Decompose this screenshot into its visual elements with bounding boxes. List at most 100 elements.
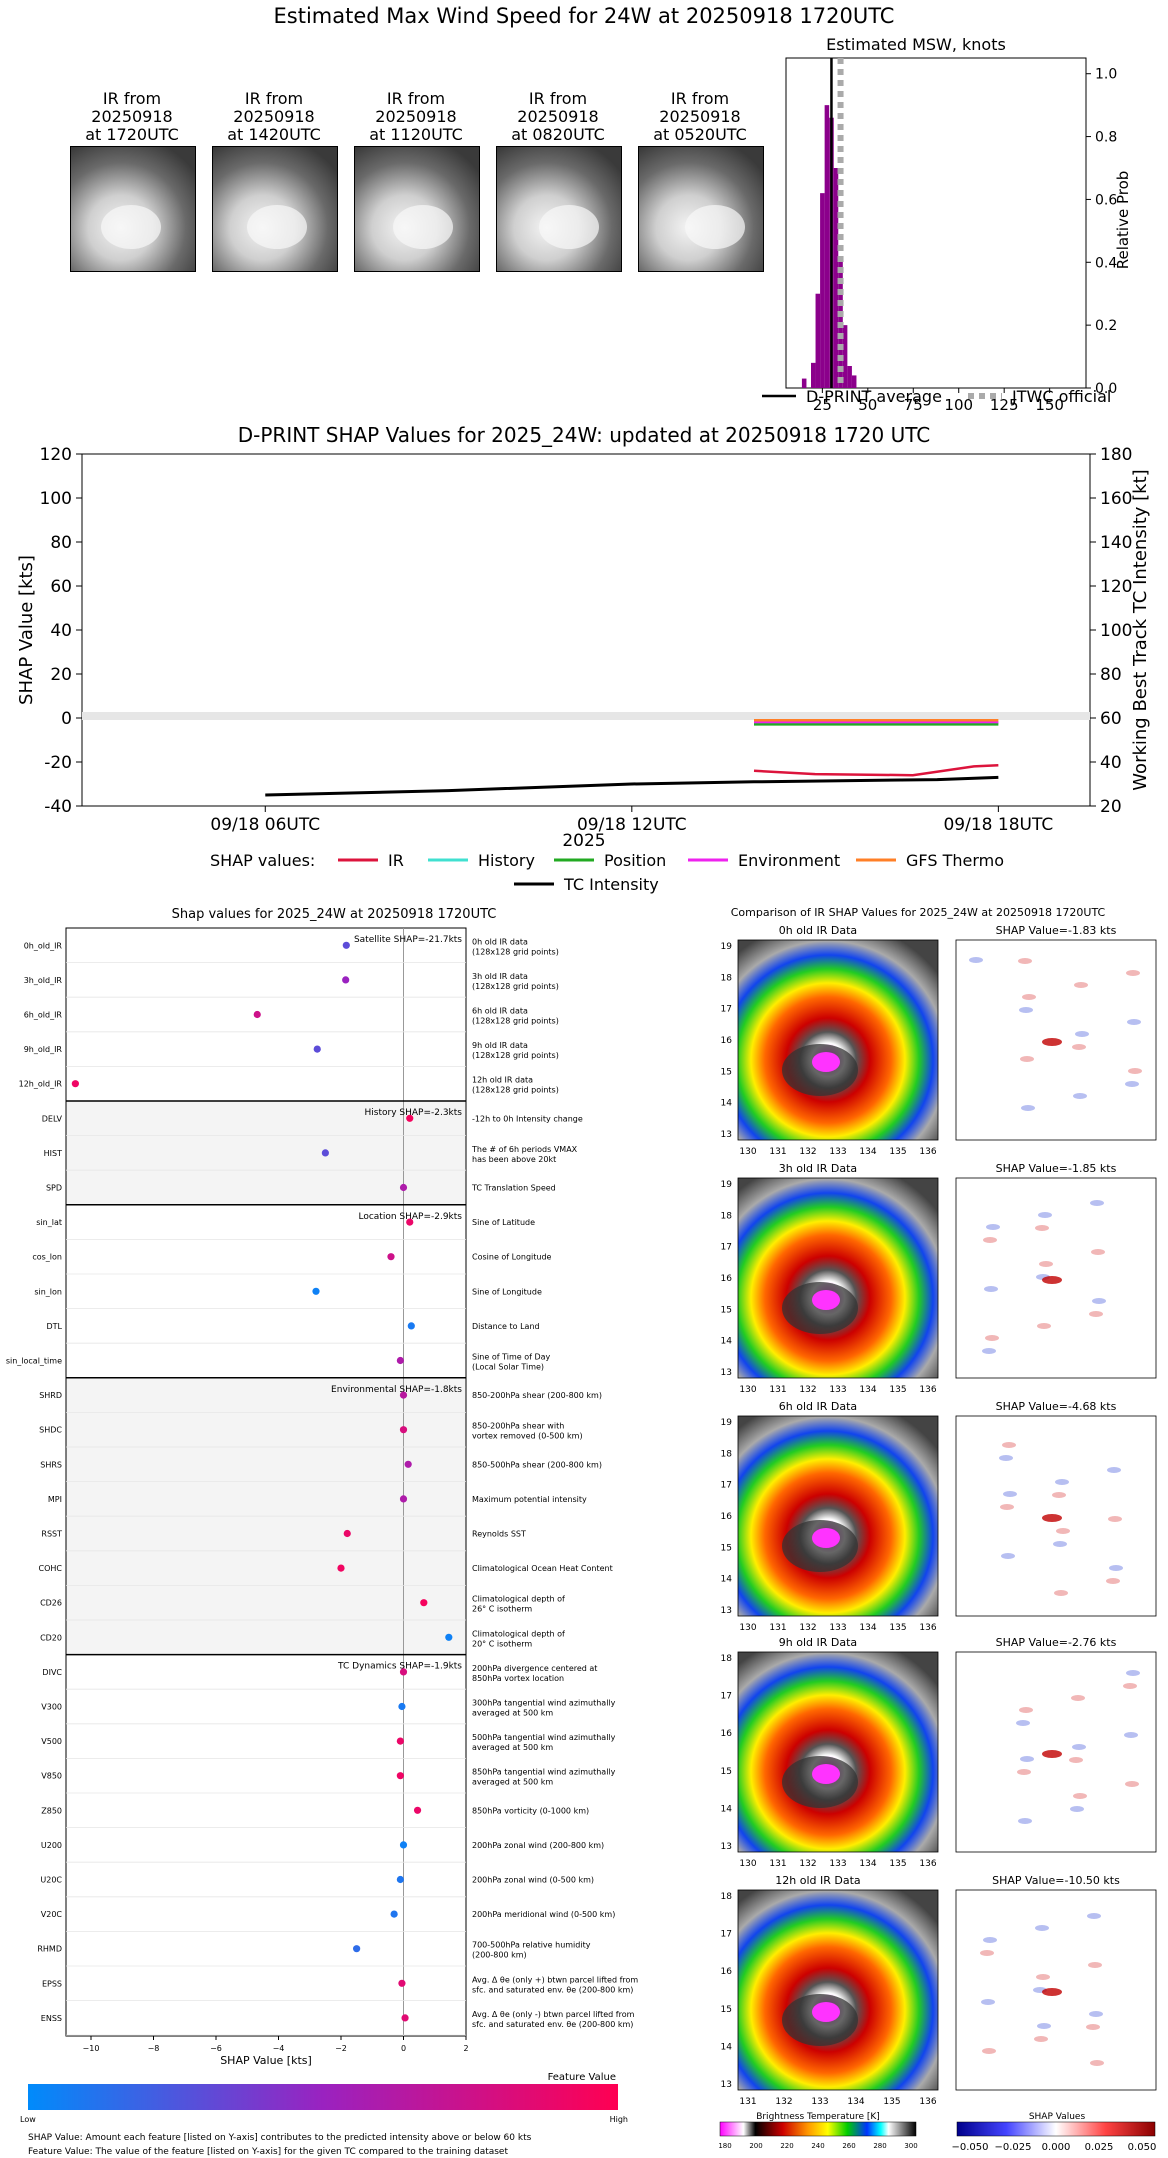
ir-panel-x-tick: 130 <box>739 1859 756 1869</box>
legend-jtwc-label: JTWC official <box>1011 387 1111 406</box>
timeseries-y-tick-label: -20 <box>44 753 72 773</box>
ir-panel-x-tick: 135 <box>889 1859 906 1869</box>
ir-panel-y-tick: 18 <box>721 1654 733 1664</box>
ir-panel-y-tick: 16 <box>721 1036 733 1046</box>
ir-panel-y-tick: 17 <box>721 1930 732 1940</box>
shap-panel-blob <box>1070 1806 1084 1812</box>
shap-panel-blob <box>1074 982 1088 988</box>
feature-point <box>398 1702 406 1711</box>
timeseries-y-tick-label: 60 <box>50 577 72 597</box>
feature-point <box>399 1391 408 1399</box>
ir-thumbnail-image <box>496 146 622 272</box>
histogram-bar <box>842 325 848 388</box>
ir-thumbnail-label-line1: IR from <box>528 89 588 108</box>
shap-panel-blob <box>983 1937 997 1943</box>
ir-panel-cold-top <box>812 1764 840 1784</box>
ir-panel-y-tick: 16 <box>721 1512 733 1522</box>
histogram-bar <box>833 168 839 388</box>
timeseries-y-tick-label: 0 <box>61 709 72 729</box>
feature-x-tick-label: −2 <box>335 2044 347 2053</box>
feature-value-colorbar <box>28 2084 618 2110</box>
histogram-x-tick-label: 50 <box>858 396 877 414</box>
timeseries-y-label: SHAP Value [kts] <box>16 555 37 705</box>
feature-description: 200hPa meridional wind (0-500 km) <box>472 1910 615 1919</box>
feature-x-tick-label: −6 <box>210 2044 222 2053</box>
shap-panel-blob <box>1056 1528 1070 1534</box>
ir-panel-x-tick: 136 <box>919 2097 936 2107</box>
ir-thumbnail-label: IR from 20250918 at 0820UTC <box>495 90 621 144</box>
feature-description: (128x128 grid points) <box>472 947 559 956</box>
feature-x-label: SHAP Value [kts] <box>220 2054 312 2067</box>
ir-thumbnail-image <box>638 146 764 272</box>
feature-description: 850-200hPa shear with <box>472 1422 564 1431</box>
feature-name: 0h_old_IR <box>24 941 63 950</box>
feature-point <box>399 1426 408 1434</box>
shap-colorbar-tick: −0.025 <box>994 2142 1031 2153</box>
ir-thumbnail-label-line1: IR from <box>386 89 446 108</box>
ir-panel-x-tick: 132 <box>799 1859 816 1869</box>
ir-panel-x-tick: 135 <box>883 2097 900 2107</box>
ir-thumbnail-label-line3: at 1120UTC <box>369 125 463 144</box>
histogram-x-tick-label: 100 <box>944 396 973 414</box>
feature-point <box>337 1564 345 1572</box>
feature-name: HIST <box>44 1149 62 1158</box>
feature-description: (200-800 km) <box>472 1951 527 1960</box>
histogram-y-tick-label: 1.0 <box>1095 67 1117 83</box>
timeseries-y-tick-label: 100 <box>40 489 72 509</box>
timeseries-x-tick-label: 09/18 18UTC <box>943 815 1053 835</box>
histogram-x-tick-label: 25 <box>813 396 832 414</box>
histogram-x-tick-label: 75 <box>904 396 923 414</box>
feature-description: (128x128 grid points) <box>472 1051 559 1060</box>
feature-description: vortex removed (0-500 km) <box>472 1432 583 1441</box>
ir-panel-y-tick: 13 <box>721 1606 732 1616</box>
ir-panel-x-tick: 131 <box>769 1859 786 1869</box>
ir-panel-x-tick: 133 <box>829 1147 846 1157</box>
timeseries-y2-tick-label: 20 <box>1100 797 1122 817</box>
histogram-y-tick-label: 0.8 <box>1095 130 1117 146</box>
ir-thumbnail-label-line2: 20250918 <box>517 107 599 126</box>
feature-description: (128x128 grid points) <box>472 1017 559 1026</box>
ir-panel-x-tick: 135 <box>889 1385 906 1395</box>
shap-panel-blob <box>1072 1044 1086 1050</box>
ir-thumbnail-label-line3: at 1720UTC <box>85 125 179 144</box>
feature-description: 9h old IR data <box>472 1041 528 1050</box>
feature-description: Sine of Longitude <box>472 1287 542 1296</box>
ir-panel-y-tick: 15 <box>721 1305 732 1315</box>
timeseries-y2-label: Working Best Track TC Intensity [kt] <box>1130 469 1151 790</box>
shap-panel-blob <box>1018 1818 1032 1824</box>
shap-panel-blob <box>985 1335 999 1341</box>
feature-point <box>353 1945 361 1953</box>
shap-colorbar-tick: 0.000 <box>1042 2142 1071 2153</box>
ir-thumbnail-label-line2: 20250918 <box>233 107 315 126</box>
shap-panel-blob <box>1035 1225 1049 1231</box>
feature-name: V20C <box>41 1910 63 1919</box>
feature-name: 6h_old_IR <box>24 1011 63 1020</box>
shap-timeseries-chart: D-PRINT SHAP Values for 2025_24W: update… <box>16 423 1151 894</box>
ir-colorbar-tick: 240 <box>811 2142 824 2150</box>
ir-panel-title: 6h old IR Data <box>779 1400 857 1413</box>
legend-label: Position <box>604 851 666 870</box>
timeseries-x-ticks: 09/18 06UTC 09/18 12UTC 09/18 18UTC <box>210 806 1053 835</box>
feature-point <box>396 1737 404 1745</box>
ir-panel-y-tick: 14 <box>721 1337 733 1347</box>
feature-name: 12h_old_IR <box>19 1080 63 1089</box>
feature-description: (128x128 grid points) <box>472 982 559 991</box>
feature-description: Cosine of Longitude <box>472 1253 552 1262</box>
feature-description: 26° C isotherm <box>472 1605 532 1614</box>
shap-panel-blob <box>1125 1081 1139 1087</box>
ir-thumbnail-image <box>212 146 338 272</box>
shap-panel-title: SHAP Value=-2.76 kts <box>996 1636 1117 1649</box>
shap-panel-blob <box>1086 2024 1100 2030</box>
timeseries-y2-tick-label: 120 <box>1100 577 1132 597</box>
ir-thumbnail-label-line2: 20250918 <box>91 107 173 126</box>
feature-name: cos_lon <box>32 1253 62 1262</box>
shap-panel-blob <box>1071 1695 1085 1701</box>
ir-panel-x-tick: 135 <box>889 1147 906 1157</box>
feature-name: SPD <box>46 1184 62 1193</box>
feature-description: has been above 20kt <box>472 1155 556 1164</box>
shap-panel-title: SHAP Value=-1.83 kts <box>996 924 1117 937</box>
ir-panel-y-tick: 13 <box>721 2080 732 2090</box>
ir-panel-x-tick: 134 <box>859 1147 876 1157</box>
footnote-shap: SHAP Value: Amount each feature [listed … <box>28 2133 532 2143</box>
